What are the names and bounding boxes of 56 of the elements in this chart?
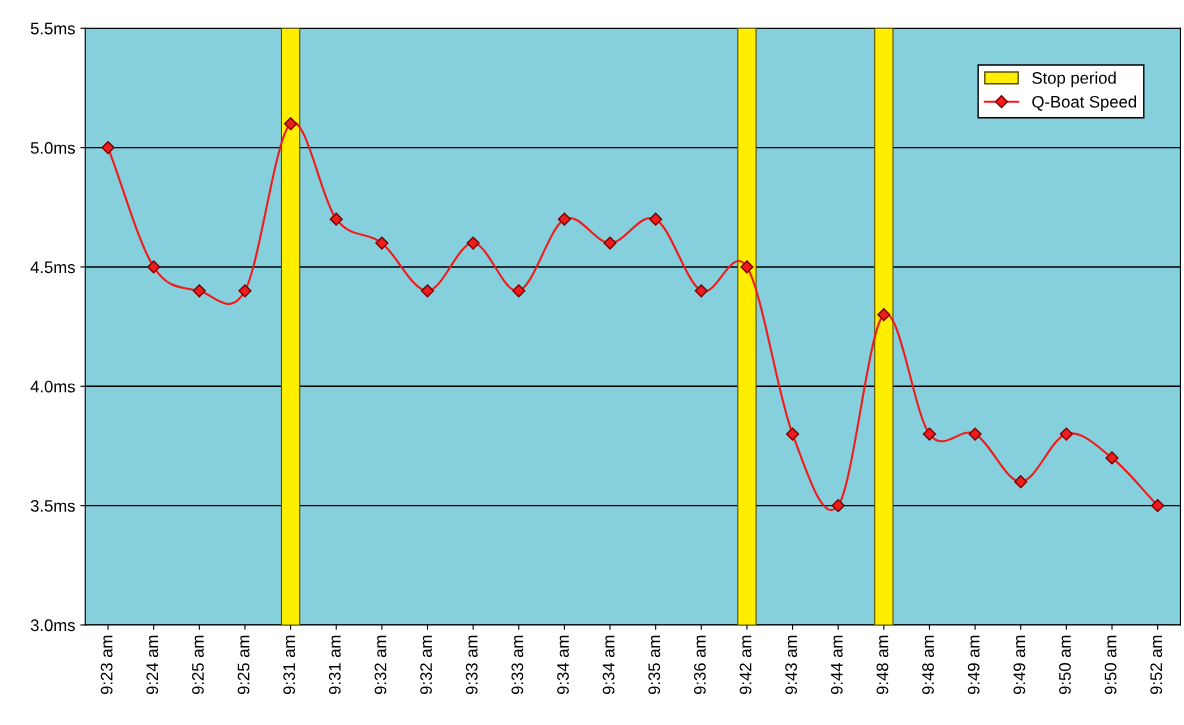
point [603,236,617,250]
x-tick-label: 9:50 am [1104,635,1117,695]
x-tick-label: 9:44 am [830,635,843,695]
x-tick-label: 9:48 am [922,635,934,695]
x-tick-label: 9:32 am [374,635,387,695]
x-tick-label: 9:25 am [237,635,250,695]
x-tick-label: 9:31 am [328,635,341,695]
point [329,212,343,226]
x-tick-label: 9:52 am [1150,635,1163,695]
point [1151,499,1165,513]
x-tick-label: 9:36 am [693,635,706,695]
y-tick-label: 4.5ms [30,261,75,274]
legend-label: Q-Boat Speed [1032,95,1137,112]
point [1059,427,1073,441]
point [512,284,526,298]
point [694,284,708,298]
point [375,236,389,250]
x-tick-label: 9:23 am [100,635,113,695]
point [147,260,161,274]
x-tick-label: 9:31 am [283,635,296,695]
x-tick-label: 9:32 am [420,635,432,695]
x-tick-label: 9:34 am [557,635,569,695]
y-tick-label: 3.0ms [30,619,75,632]
y-tick-label: 4.0ms [30,380,75,393]
point [877,308,891,322]
y-tick-label: 5.0ms [30,142,75,154]
x-tick-label: 9:25 am [192,635,204,695]
x-tick-label: 9:43 am [785,635,798,695]
x-tick-label: 9:48 am [876,635,889,695]
x-tick-label: 9:33 am [465,635,478,695]
point [968,427,982,441]
point [557,212,571,226]
y-tick-label: 3.5ms [30,500,75,512]
point [740,260,754,274]
x-tick-label: 9:34 am [602,635,615,695]
point [922,427,937,441]
y-tick-label: 5.5ms [30,22,75,35]
x-tick-label: 9:50 am [1059,635,1071,695]
x-tick-label: 9:49 am [1013,635,1026,695]
point [831,499,845,513]
point [1014,475,1028,489]
point [238,284,252,298]
x-tick-label: 9:42 am [739,635,752,695]
point [785,427,800,441]
point [101,141,115,155]
point [1105,451,1119,465]
point [466,236,480,250]
point [192,284,206,298]
x-tick-label: 9:49 am [967,635,980,695]
x-tick-label: 9:33 am [511,635,524,695]
x-tick-label: 9:35 am [648,635,661,695]
x-tick-label: 9:24 am [146,635,159,695]
point [284,117,298,131]
point [420,284,435,298]
point [649,212,663,226]
legend-label: Stop period [1032,71,1116,88]
